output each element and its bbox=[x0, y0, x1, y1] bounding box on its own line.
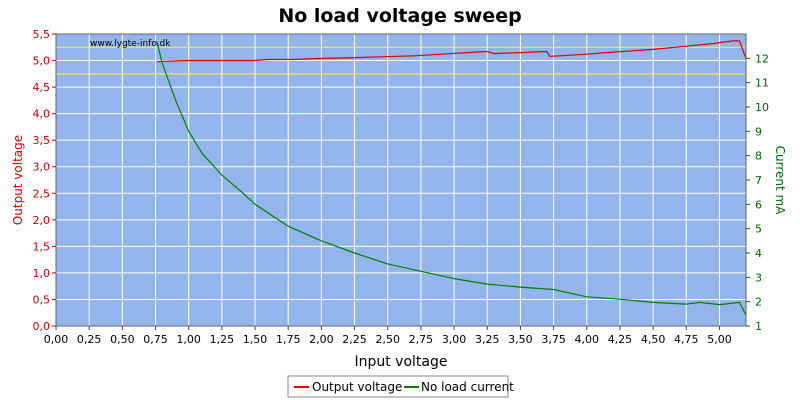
series-line-output-voltage bbox=[156, 40, 747, 63]
x-tick-label: 1,25 bbox=[210, 333, 235, 346]
y-left-tick-label: 5,0 bbox=[33, 55, 51, 68]
x-tick-label: 2,50 bbox=[375, 333, 400, 346]
x-tick-label: 4,50 bbox=[641, 333, 666, 346]
legend-label-output: Output voltage bbox=[312, 380, 402, 394]
legend: Output voltage No load current bbox=[287, 375, 514, 398]
y-left-tick-label: 2,0 bbox=[33, 214, 51, 227]
chart-title: No load voltage sweep bbox=[278, 5, 521, 27]
y-right-tick-label: 10 bbox=[755, 101, 769, 114]
x-tick-label: 4,00 bbox=[575, 333, 600, 346]
x-tick-label: 2,25 bbox=[342, 333, 367, 346]
y-left-tick-label: 4,0 bbox=[33, 108, 51, 121]
x-tick-label: 4,25 bbox=[608, 333, 633, 346]
y-right-tick-label: 5 bbox=[755, 223, 762, 236]
y-right-tick-label: 6 bbox=[755, 198, 762, 211]
y-left-tick-label: 4,5 bbox=[33, 81, 51, 94]
y-right-tick-label: 4 bbox=[755, 247, 762, 260]
y-left-tick-label: 1,0 bbox=[33, 267, 51, 280]
x-axis-label: Input voltage bbox=[354, 354, 447, 370]
x-tick-label: 3,50 bbox=[508, 333, 533, 346]
y-left-tick-label: 0,5 bbox=[33, 293, 51, 306]
x-axis-ticks: 0,00 0,25 0,50 0,75 1,00 1,25 1,50 1,75 2,00 2,25… bbox=[44, 326, 732, 346]
y-left-tick-label: 3,0 bbox=[33, 161, 51, 174]
series-line-no-load-current bbox=[156, 41, 747, 316]
x-tick-label: 0,25 bbox=[77, 333, 102, 346]
y-left-tick-label: 2,5 bbox=[33, 187, 51, 200]
x-tick-label: 2,00 bbox=[309, 333, 334, 346]
y-right-tick-label: 9 bbox=[755, 125, 762, 138]
x-tick-label: 4,75 bbox=[674, 333, 699, 346]
x-tick-label: 0,75 bbox=[143, 333, 168, 346]
y-right-tick-label: 12 bbox=[755, 52, 769, 65]
x-tick-label: 3,00 bbox=[442, 333, 467, 346]
legend-box bbox=[287, 375, 509, 398]
x-tick-label: 1,75 bbox=[276, 333, 301, 346]
x-tick-label: 3,25 bbox=[475, 333, 500, 346]
x-tick-label: 5,00 bbox=[707, 333, 732, 346]
y-left-axis-ticks: 0,0 0,5 1,0 1,5 2,0 2,5 3,0 3,5 4,0 4,5 5,0 5,5 bbox=[33, 28, 56, 333]
y-right-tick-label: 11 bbox=[755, 77, 769, 90]
y-left-tick-label: 1,5 bbox=[33, 240, 51, 253]
y-left-axis-label: Output voltage bbox=[11, 135, 25, 225]
watermark: www.lygte-info.dk bbox=[90, 39, 171, 49]
plot-area bbox=[56, 34, 746, 326]
series-layer bbox=[156, 40, 747, 316]
y-right-tick-label: 7 bbox=[755, 174, 762, 187]
y-right-tick-label: 1 bbox=[755, 320, 762, 333]
x-tick-label: 0,50 bbox=[110, 333, 135, 346]
y-right-tick-label: 2 bbox=[755, 296, 762, 309]
x-tick-label: 0,00 bbox=[44, 333, 69, 346]
x-tick-label: 2,75 bbox=[409, 333, 434, 346]
y-right-tick-label: 8 bbox=[755, 150, 762, 163]
y-right-axis-label: Current mA bbox=[773, 146, 787, 216]
reference-lines bbox=[56, 46, 746, 75]
x-tick-label: 1,00 bbox=[176, 333, 201, 346]
y-left-tick-label: 0,0 bbox=[33, 320, 51, 333]
legend-label-current: No load current bbox=[421, 380, 514, 394]
x-tick-label: 3,75 bbox=[541, 333, 566, 346]
x-tick-label: 1,50 bbox=[243, 333, 268, 346]
y-left-tick-label: 3,5 bbox=[33, 134, 51, 147]
y-right-tick-label: 3 bbox=[755, 271, 762, 284]
y-left-tick-label: 5,5 bbox=[33, 28, 51, 41]
